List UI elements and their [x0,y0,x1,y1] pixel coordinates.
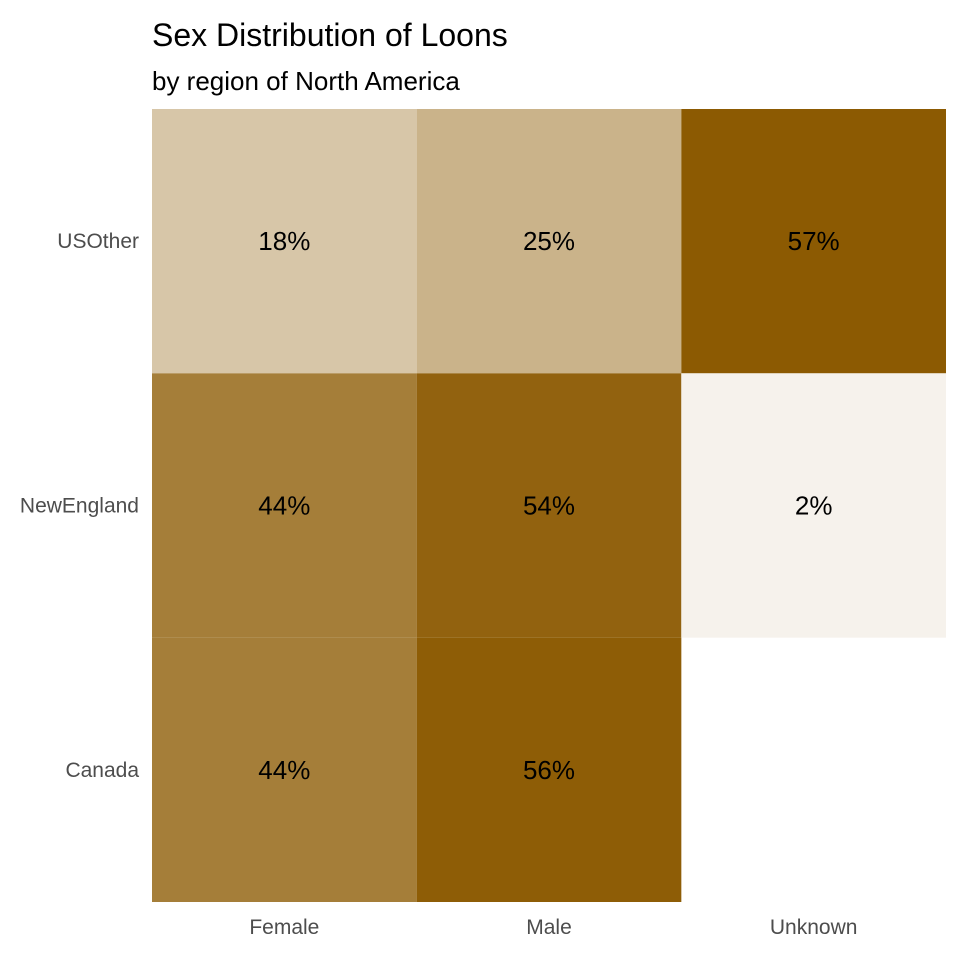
heatmap-cell-usother-female [152,109,417,374]
heatmap-cell-newengland-female [152,373,417,638]
x-axis-ticks: Female Male Unknown [249,916,857,939]
heatmap-cell-newengland-unknown [681,373,946,638]
heatmap-cell-canada-female [152,637,417,902]
y-axis-ticks: Canada NewEngland USOther [20,230,139,782]
heatmap-cell-canada-male [416,637,682,902]
x-tick-label-female: Female [249,916,319,939]
cell-label-newengland-female: 44% [258,491,310,521]
cell-label-canada-female: 44% [258,755,310,785]
cell-label-usother-male: 25% [523,226,575,256]
cell-label-newengland-male: 54% [523,491,575,521]
x-tick-label-male: Male [526,916,572,939]
heatmap-cell-newengland-male [416,373,682,638]
y-tick-label-usother: USOther [57,230,139,253]
x-tick-label-unknown: Unknown [770,916,858,939]
heatmap-cell-usother-unknown [681,109,946,374]
y-tick-label-canada: Canada [65,759,139,782]
y-tick-label-newengland: NewEngland [20,495,139,518]
heatmap-cell-usother-male [416,109,682,374]
heatmap-cells: 18% 25% 57% 44% 54% 2% 44% 56% [152,109,946,902]
chart-title: Sex Distribution of Loons [152,17,508,53]
cell-label-newengland-unknown: 2% [795,491,833,521]
cell-label-usother-female: 18% [258,226,310,256]
chart-subtitle: by region of North America [152,66,460,96]
cell-label-usother-unknown: 57% [788,226,840,256]
cell-label-canada-male: 56% [523,755,575,785]
